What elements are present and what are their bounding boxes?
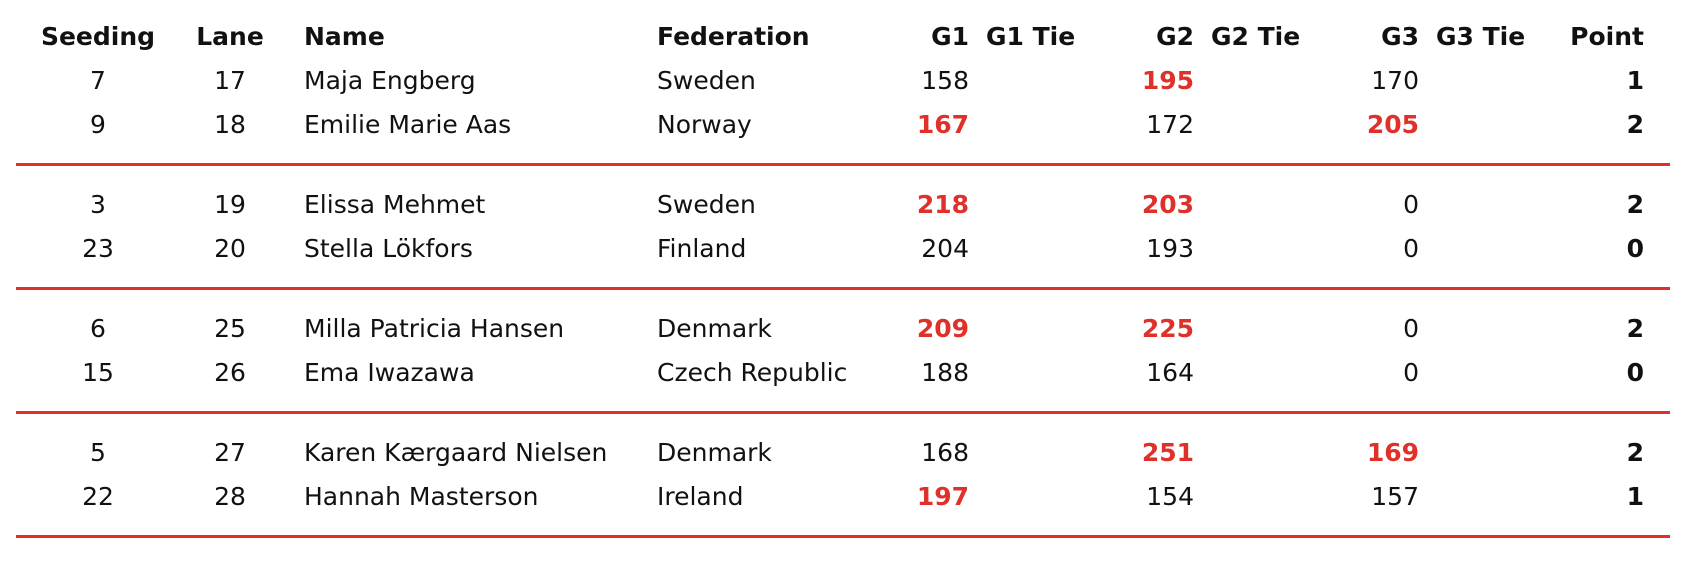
column-header: Federation	[657, 22, 810, 51]
g2-cell: 154	[1146, 482, 1194, 511]
federation-cell: Denmark	[657, 314, 772, 343]
point-cell: 1	[1626, 482, 1644, 511]
column-header: G2	[1156, 22, 1194, 51]
federation-cell: Sweden	[657, 190, 756, 219]
column-header: Seeding	[40, 22, 156, 51]
federation-cell: Ireland	[657, 482, 744, 511]
point-cell: 2	[1626, 314, 1644, 343]
point-cell: 2	[1626, 438, 1644, 467]
name-cell: Emilie Marie Aas	[304, 110, 512, 139]
point-cell: 2	[1626, 190, 1644, 219]
seeding-cell: 7	[90, 66, 106, 95]
g3-cell: 170	[1371, 66, 1419, 95]
lane-cell: 28	[214, 482, 246, 511]
lane-cell: 18	[214, 110, 246, 139]
g1-cell: 209	[916, 314, 969, 343]
federation-cell: Czech Republic	[657, 358, 848, 387]
seeding-cell: 9	[90, 110, 106, 139]
g2-cell: 251	[1141, 438, 1194, 467]
g3-cell: 205	[1366, 110, 1419, 139]
column-header: G2 Tie	[1211, 22, 1301, 51]
g2-cell: 195	[1141, 66, 1194, 95]
federation-cell: Sweden	[657, 66, 756, 95]
column-header: Point	[1570, 22, 1644, 51]
g1-cell: 188	[921, 358, 969, 387]
column-header: G1 Tie	[986, 22, 1076, 51]
name-cell: Milla Patricia Hansen	[304, 314, 565, 343]
lane-cell: 19	[214, 190, 246, 219]
column-header: Name	[304, 22, 385, 51]
column-header: Lane	[196, 22, 264, 51]
g3-cell: 0	[1403, 190, 1419, 219]
name-cell: Maja Engberg	[304, 66, 476, 95]
lane-cell: 25	[214, 314, 246, 343]
point-cell: 1	[1626, 66, 1644, 95]
g3-cell: 157	[1371, 482, 1419, 511]
column-header: G1	[931, 22, 969, 51]
seeding-cell: 22	[82, 482, 114, 511]
name-cell: Hannah Masterson	[304, 482, 539, 511]
seeding-cell: 5	[90, 438, 106, 467]
g3-cell: 169	[1366, 438, 1419, 467]
federation-cell: Denmark	[657, 438, 772, 467]
g2-cell: 193	[1146, 234, 1194, 263]
g1-cell: 158	[921, 66, 969, 95]
group-separator	[16, 163, 1670, 166]
point-cell: 0	[1626, 358, 1644, 387]
name-cell: Elissa Mehmet	[304, 190, 486, 219]
group-separator	[16, 411, 1670, 414]
g3-cell: 0	[1403, 358, 1419, 387]
g1-cell: 197	[916, 482, 969, 511]
group-separator	[16, 535, 1670, 538]
g1-cell: 168	[921, 438, 969, 467]
g3-cell: 0	[1403, 314, 1419, 343]
g1-cell: 218	[916, 190, 969, 219]
g1-cell: 204	[921, 234, 969, 263]
g2-cell: 203	[1141, 190, 1194, 219]
seeding-cell: 23	[82, 234, 114, 263]
name-cell: Karen Kærgaard Nielsen	[304, 438, 608, 467]
name-cell: Stella Lökfors	[304, 234, 473, 263]
g3-cell: 0	[1403, 234, 1419, 263]
point-cell: 2	[1626, 110, 1644, 139]
g1-cell: 167	[916, 110, 969, 139]
column-header: G3	[1381, 22, 1419, 51]
lane-cell: 27	[214, 438, 246, 467]
point-cell: 0	[1626, 234, 1644, 263]
seeding-cell: 6	[90, 314, 106, 343]
name-cell: Ema Iwazawa	[304, 358, 475, 387]
lane-cell: 20	[214, 234, 246, 263]
federation-cell: Norway	[657, 110, 752, 139]
g2-cell: 225	[1141, 314, 1194, 343]
lane-cell: 17	[214, 66, 246, 95]
seeding-cell: 3	[90, 190, 106, 219]
g2-cell: 172	[1146, 110, 1194, 139]
group-separator	[16, 287, 1670, 290]
federation-cell: Finland	[657, 234, 747, 263]
g2-cell: 164	[1146, 358, 1194, 387]
lane-cell: 26	[214, 358, 246, 387]
seeding-cell: 15	[82, 358, 114, 387]
column-header: G3 Tie	[1436, 22, 1526, 51]
